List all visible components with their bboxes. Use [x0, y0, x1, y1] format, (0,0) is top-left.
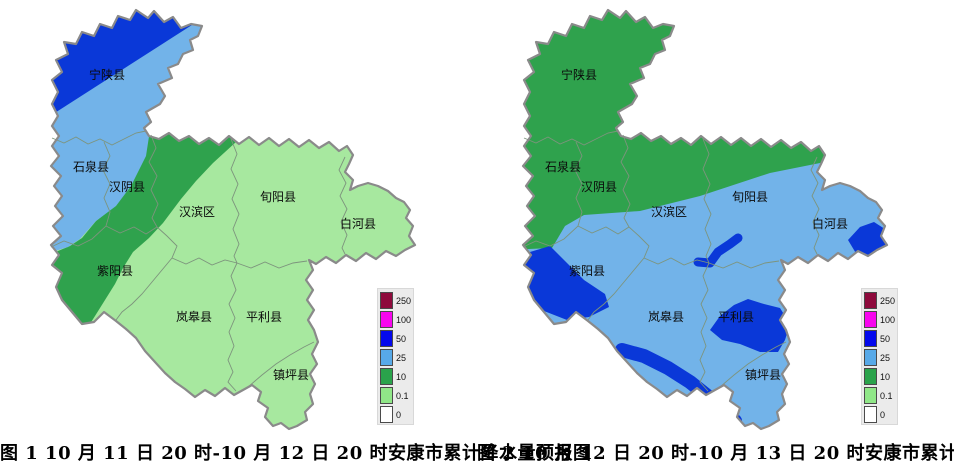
map1-label-xunyang: 旬阳县	[260, 190, 296, 204]
map2-label-shiquan: 石泉县	[545, 160, 581, 174]
legend-row: 25	[380, 349, 413, 366]
legend-swatch-0-1	[380, 387, 393, 404]
map2-heavy-patch-ziyang	[523, 246, 609, 320]
legend-row: 0.1	[864, 387, 897, 404]
legend-value: 0	[880, 409, 886, 420]
legend-value: 50	[396, 333, 407, 344]
map2-label-ningshan: 宁陕县	[561, 67, 597, 82]
map1-rain-zones	[51, 10, 415, 429]
rainfall-legend-map1: 250 100 50 25 10 0.1 0	[377, 288, 414, 425]
map2-group: 宁陕县 石泉县 汉阴县 汉滨区 旬阳县 白河县 紫阳县 岚皋县 平利县 镇坪县	[521, 8, 889, 431]
map2-label-ziyang: 紫阳县	[569, 264, 605, 278]
legend-row: 0	[380, 406, 413, 423]
legend-swatch-0-1	[864, 387, 877, 404]
legend-value: 250	[880, 295, 896, 306]
legend-swatch-100	[380, 311, 393, 328]
map2-label-baihe: 白河县	[812, 216, 848, 231]
map2-caption: 图 2 10 月 12 日 20 时-10 月 13 日 20 时安康市累计降水…	[477, 443, 954, 464]
legend-swatch-10	[380, 368, 393, 385]
map2-label-xunyang: 旬阳县	[732, 190, 768, 204]
map1-label-baihe: 白河县	[340, 216, 376, 231]
rainfall-legend-map2: 250 100 50 25 10 0.1 0	[861, 288, 898, 425]
legend-value: 25	[396, 352, 407, 363]
legend-swatch-25	[380, 349, 393, 366]
legend-swatch-0	[864, 406, 877, 423]
map2-label-hanyin: 汉阴县	[581, 180, 617, 194]
map1-label-hanbin: 汉滨区	[179, 204, 215, 219]
legend-row: 0	[864, 406, 897, 423]
legend-swatch-250	[380, 292, 393, 309]
legend-value: 25	[880, 352, 891, 363]
legend-row: 25	[864, 349, 897, 366]
map2-label-pingli: 平利县	[718, 310, 754, 324]
legend-swatch-10	[864, 368, 877, 385]
legend-row: 50	[380, 330, 413, 347]
legend-row: 10	[864, 368, 897, 385]
map1-label-ningshan: 宁陕县	[89, 67, 125, 82]
map1-label-pingli: 平利县	[246, 310, 282, 324]
legend-swatch-100	[864, 311, 877, 328]
map1-label-langao: 岚皋县	[176, 309, 212, 324]
map1-label-shiquan: 石泉县	[73, 160, 109, 174]
legend-swatch-50	[864, 330, 877, 347]
map1-label-hanyin: 汉阴县	[109, 180, 145, 194]
legend-row: 100	[380, 311, 413, 328]
map2-label-langao: 岚皋县	[648, 309, 684, 324]
map1-group: 宁陕县 石泉县 汉阴县 汉滨区 旬阳县 白河县 紫阳县 岚皋县 平利县 镇坪县	[49, 8, 417, 431]
legend-row: 250	[864, 292, 897, 309]
legend-swatch-25	[864, 349, 877, 366]
legend-value: 250	[396, 295, 412, 306]
legend-row: 10	[380, 368, 413, 385]
legend-row: 100	[864, 311, 897, 328]
legend-value: 10	[396, 371, 407, 382]
legend-value: 0	[396, 409, 402, 420]
legend-value: 50	[880, 333, 891, 344]
map1-caption: 图 1 10 月 11 日 20 时-10 月 12 日 20 时安康市累计降水…	[0, 443, 592, 464]
legend-value: 100	[880, 314, 896, 325]
legend-row: 250	[380, 292, 413, 309]
map2-label-zhenping: 镇坪县	[745, 368, 781, 382]
legend-row: 0.1	[380, 387, 413, 404]
map1-label-zhenping: 镇坪县	[273, 368, 309, 382]
legend-value: 0.1	[396, 390, 409, 401]
map2-heavy-patch-pingli	[710, 299, 790, 352]
legend-swatch-0	[380, 406, 393, 423]
legend-value: 0.1	[880, 390, 893, 401]
map1-zone-light-rain-band	[51, 110, 240, 330]
map1-label-ziyang: 紫阳县	[97, 264, 133, 278]
legend-swatch-50	[380, 330, 393, 347]
legend-swatch-250	[864, 292, 877, 309]
legend-value: 100	[396, 314, 412, 325]
legend-value: 10	[880, 371, 891, 382]
map2-label-hanbin: 汉滨区	[651, 204, 687, 219]
legend-row: 50	[864, 330, 897, 347]
